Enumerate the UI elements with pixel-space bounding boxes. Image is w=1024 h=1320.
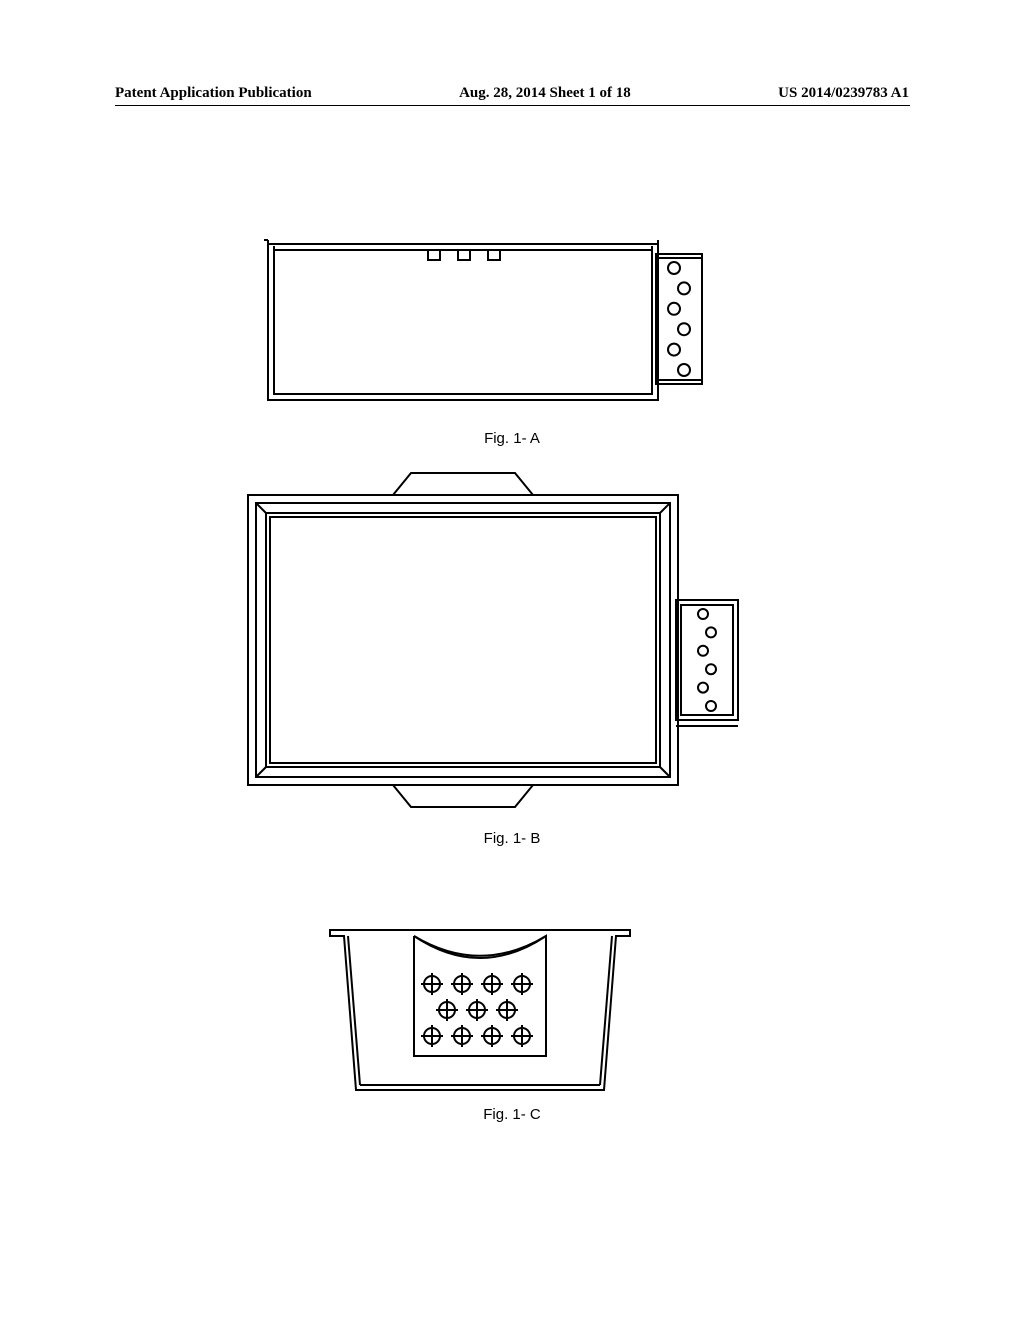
header-right: US 2014/0239783 A1 bbox=[778, 85, 909, 102]
caption-1c-text: Fig. 1- C bbox=[483, 1106, 541, 1123]
header-left: Patent Application Publication bbox=[115, 85, 312, 102]
header-center: Aug. 28, 2014 Sheet 1 of 18 bbox=[459, 85, 631, 102]
figure-1c bbox=[320, 920, 640, 1100]
header-rule bbox=[115, 105, 910, 106]
figure-1a bbox=[258, 230, 714, 410]
caption-1b: Fig. 1- B bbox=[0, 830, 1024, 847]
page-header: Patent Application Publication Aug. 28, … bbox=[0, 85, 1024, 102]
caption-1a: Fig. 1- A bbox=[0, 430, 1024, 447]
caption-1a-text: Fig. 1- A bbox=[484, 430, 540, 447]
caption-1c: Fig. 1- C bbox=[0, 1106, 1024, 1123]
figure-1b bbox=[236, 461, 752, 819]
caption-1b-text: Fig. 1- B bbox=[484, 830, 541, 847]
